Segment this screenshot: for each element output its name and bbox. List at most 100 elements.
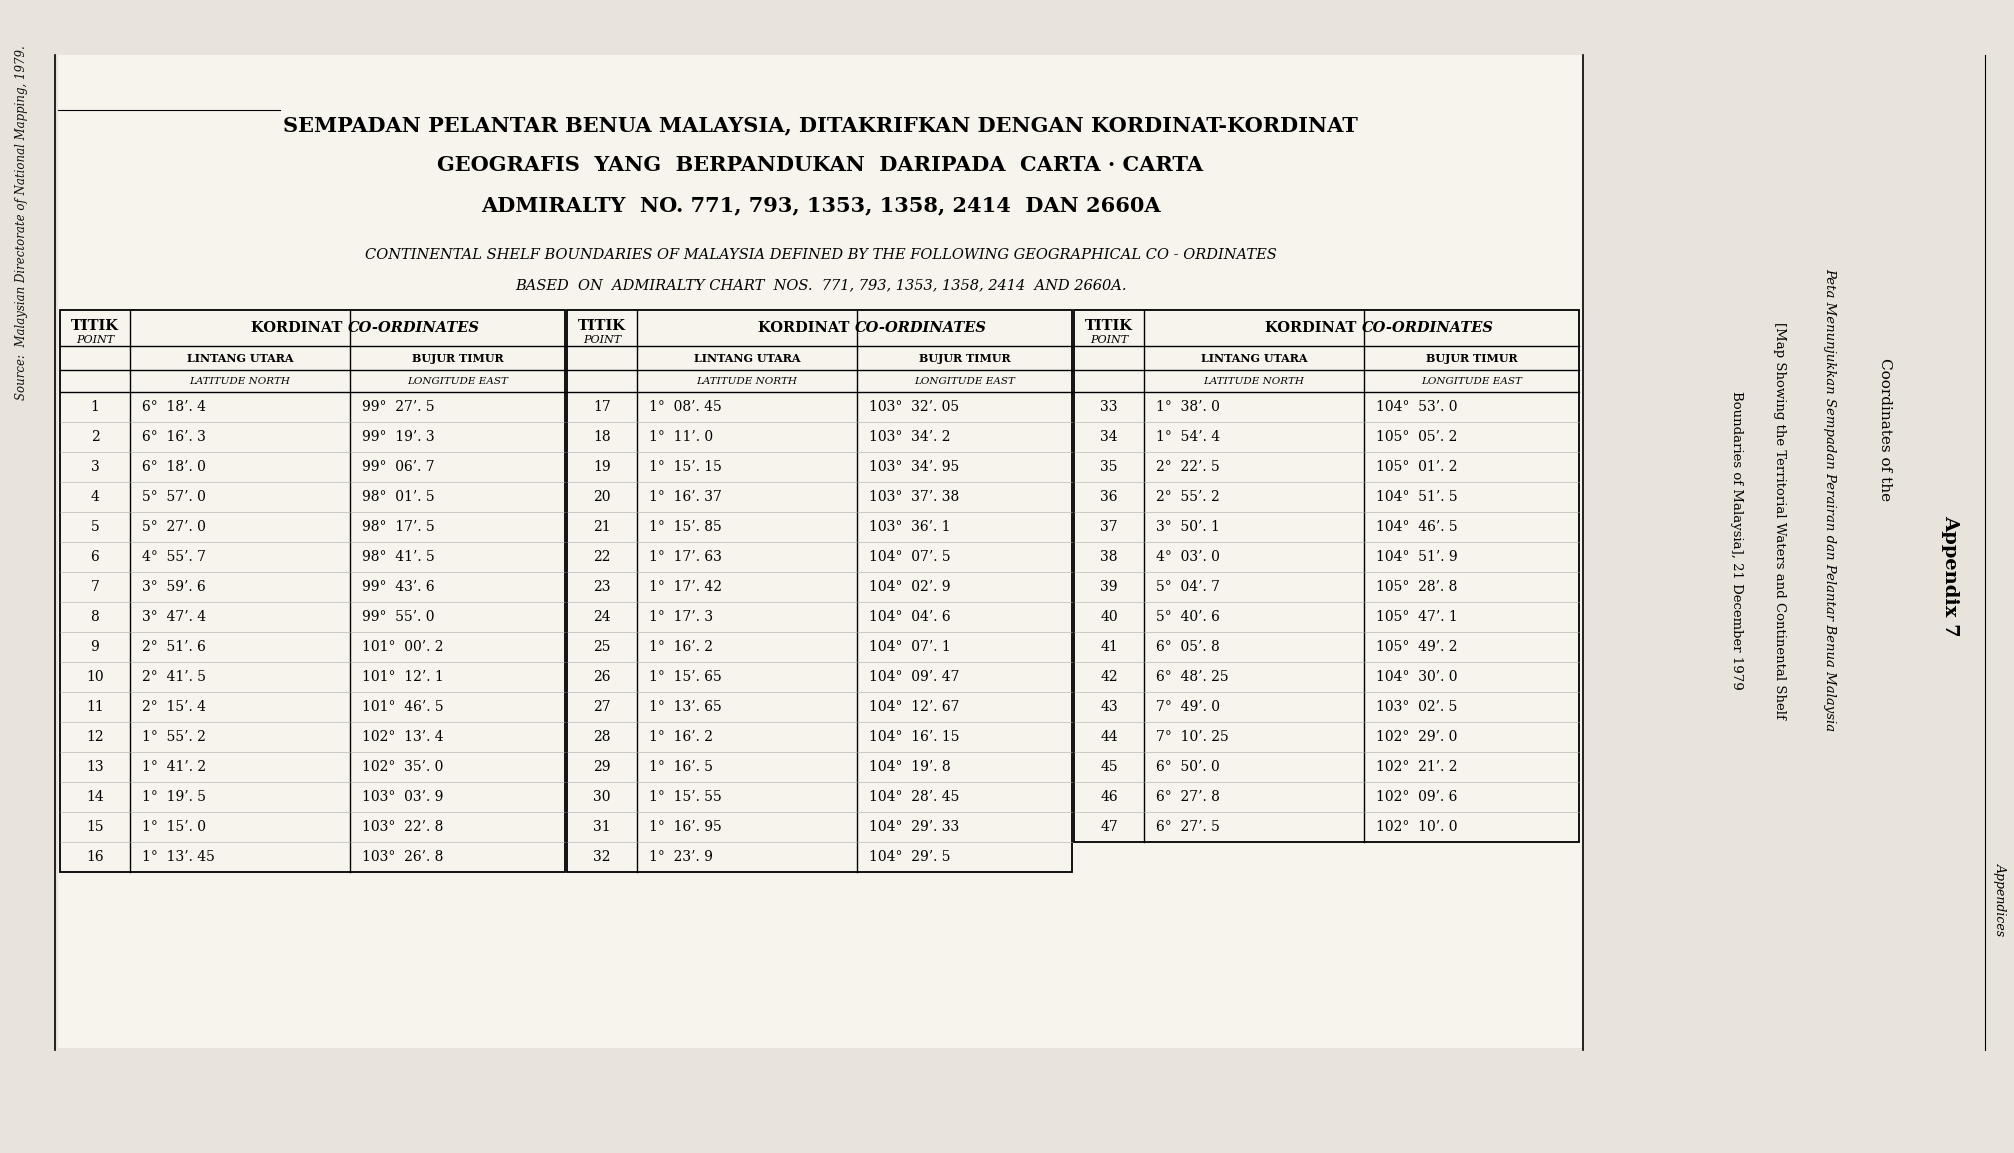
Text: 1°  16’. 95: 1° 16’. 95 bbox=[649, 820, 721, 834]
Text: KORDINAT: KORDINAT bbox=[252, 321, 346, 336]
Text: 5°  04’. 7: 5° 04’. 7 bbox=[1156, 580, 1218, 594]
Text: [Map Showing the Territorial Waters and Continental Shelf: [Map Showing the Territorial Waters and … bbox=[1772, 322, 1786, 718]
Text: 38: 38 bbox=[1100, 550, 1118, 564]
Text: 104°  09’. 47: 104° 09’. 47 bbox=[868, 670, 959, 684]
Text: 22: 22 bbox=[592, 550, 610, 564]
Text: 20: 20 bbox=[592, 490, 610, 504]
Text: 1°  11’. 0: 1° 11’. 0 bbox=[649, 430, 713, 444]
Text: 104°  07’. 1: 104° 07’. 1 bbox=[868, 640, 951, 654]
Text: 15: 15 bbox=[87, 820, 105, 834]
Bar bbox=[58, 55, 1583, 1048]
Text: 1°  15’. 85: 1° 15’. 85 bbox=[649, 520, 721, 534]
Text: BASED  ON  ADMIRALTY CHART  NOS.  771, 793, 1353, 1358, 2414  AND 2660A.: BASED ON ADMIRALTY CHART NOS. 771, 793, … bbox=[514, 278, 1126, 292]
Text: 3°  59’. 6: 3° 59’. 6 bbox=[141, 580, 205, 594]
Text: 13: 13 bbox=[87, 760, 105, 774]
Text: 7°  49’. 0: 7° 49’. 0 bbox=[1156, 700, 1218, 714]
Text: 4°  55’. 7: 4° 55’. 7 bbox=[141, 550, 205, 564]
Text: 23: 23 bbox=[592, 580, 610, 594]
Text: 104°  30’. 0: 104° 30’. 0 bbox=[1376, 670, 1456, 684]
Text: 104°  02’. 9: 104° 02’. 9 bbox=[868, 580, 951, 594]
Bar bbox=[1073, 310, 1579, 842]
Text: 104°  51’. 9: 104° 51’. 9 bbox=[1376, 550, 1456, 564]
Text: TITIK: TITIK bbox=[1084, 319, 1132, 333]
Text: 103°  26’. 8: 103° 26’. 8 bbox=[363, 850, 443, 864]
Text: TITIK: TITIK bbox=[70, 319, 119, 333]
Text: BUJUR TIMUR: BUJUR TIMUR bbox=[411, 353, 504, 363]
Text: 36: 36 bbox=[1100, 490, 1118, 504]
Text: SEMPADAN PELANTAR BENUA MALAYSIA, DITAKRIFKAN DENGAN KORDINAT-KORDINAT: SEMPADAN PELANTAR BENUA MALAYSIA, DITAKR… bbox=[282, 115, 1357, 135]
Text: 1°  54’. 4: 1° 54’. 4 bbox=[1156, 430, 1220, 444]
Text: 99°  27’. 5: 99° 27’. 5 bbox=[363, 400, 435, 414]
Text: Boundaries of Malaysia], 21 December 1979: Boundaries of Malaysia], 21 December 197… bbox=[1730, 391, 1742, 689]
Text: 39: 39 bbox=[1100, 580, 1118, 594]
Text: 19: 19 bbox=[592, 460, 610, 474]
Text: 102°  13’. 4: 102° 13’. 4 bbox=[363, 730, 443, 744]
Text: 6°  18’. 0: 6° 18’. 0 bbox=[141, 460, 205, 474]
Text: 1°  15’. 65: 1° 15’. 65 bbox=[649, 670, 721, 684]
Bar bbox=[60, 310, 564, 872]
Text: 12: 12 bbox=[87, 730, 105, 744]
Text: 40: 40 bbox=[1100, 610, 1118, 624]
Text: 31: 31 bbox=[592, 820, 610, 834]
Text: 6°  48’. 25: 6° 48’. 25 bbox=[1156, 670, 1229, 684]
Text: 3: 3 bbox=[91, 460, 99, 474]
Text: 104°  04’. 6: 104° 04’. 6 bbox=[868, 610, 951, 624]
Text: 98°  41’. 5: 98° 41’. 5 bbox=[363, 550, 435, 564]
Text: 1°  17’. 63: 1° 17’. 63 bbox=[649, 550, 721, 564]
Text: LATITUDE NORTH: LATITUDE NORTH bbox=[1202, 377, 1303, 385]
Text: KORDINAT: KORDINAT bbox=[757, 321, 854, 336]
Text: 1°  23’. 9: 1° 23’. 9 bbox=[649, 850, 713, 864]
Text: 105°  49’. 2: 105° 49’. 2 bbox=[1376, 640, 1456, 654]
Text: 2: 2 bbox=[91, 430, 99, 444]
Text: BUJUR TIMUR: BUJUR TIMUR bbox=[1426, 353, 1517, 363]
Text: 104°  29’. 33: 104° 29’. 33 bbox=[868, 820, 959, 834]
Text: LATITUDE NORTH: LATITUDE NORTH bbox=[697, 377, 798, 385]
Text: 6°  27’. 5: 6° 27’. 5 bbox=[1156, 820, 1218, 834]
Text: 98°  01’. 5: 98° 01’. 5 bbox=[363, 490, 435, 504]
Text: CONTINENTAL SHELF BOUNDARIES OF MALAYSIA DEFINED BY THE FOLLOWING GEOGRAPHICAL C: CONTINENTAL SHELF BOUNDARIES OF MALAYSIA… bbox=[365, 248, 1275, 262]
Text: 99°  19’. 3: 99° 19’. 3 bbox=[363, 430, 435, 444]
Text: 16: 16 bbox=[87, 850, 105, 864]
Text: 99°  06’. 7: 99° 06’. 7 bbox=[363, 460, 435, 474]
Text: 105°  01’. 2: 105° 01’. 2 bbox=[1376, 460, 1456, 474]
Text: 1°  15’. 55: 1° 15’. 55 bbox=[649, 790, 721, 804]
Text: CO-ORDINATES: CO-ORDINATES bbox=[854, 321, 987, 336]
Text: 9: 9 bbox=[91, 640, 99, 654]
Text: 102°  09’. 6: 102° 09’. 6 bbox=[1376, 790, 1456, 804]
Text: 35: 35 bbox=[1100, 460, 1118, 474]
Text: 1°  13’. 45: 1° 13’. 45 bbox=[141, 850, 215, 864]
Text: 5°  27’. 0: 5° 27’. 0 bbox=[141, 520, 205, 534]
Text: 1°  55’. 2: 1° 55’. 2 bbox=[141, 730, 205, 744]
Text: 102°  21’. 2: 102° 21’. 2 bbox=[1376, 760, 1456, 774]
Text: 6°  16’. 3: 6° 16’. 3 bbox=[141, 430, 205, 444]
Text: 4: 4 bbox=[91, 490, 99, 504]
Text: 103°  36’. 1: 103° 36’. 1 bbox=[868, 520, 951, 534]
Text: 1°  38’. 0: 1° 38’. 0 bbox=[1156, 400, 1218, 414]
Text: 1°  16’. 37: 1° 16’. 37 bbox=[649, 490, 721, 504]
Text: 29: 29 bbox=[592, 760, 610, 774]
Text: 5°  40’. 6: 5° 40’. 6 bbox=[1156, 610, 1218, 624]
Text: 104°  16’. 15: 104° 16’. 15 bbox=[868, 730, 959, 744]
Text: 17: 17 bbox=[592, 400, 610, 414]
Text: 4°  03’. 0: 4° 03’. 0 bbox=[1156, 550, 1218, 564]
Text: 24: 24 bbox=[592, 610, 610, 624]
Text: 21: 21 bbox=[592, 520, 610, 534]
Text: 5: 5 bbox=[91, 520, 99, 534]
Text: 30: 30 bbox=[592, 790, 610, 804]
Text: 25: 25 bbox=[592, 640, 610, 654]
Text: LATITUDE NORTH: LATITUDE NORTH bbox=[189, 377, 290, 385]
Text: 7: 7 bbox=[91, 580, 99, 594]
Text: KORDINAT: KORDINAT bbox=[1265, 321, 1361, 336]
Text: POINT: POINT bbox=[77, 336, 115, 345]
Text: 2°  41’. 5: 2° 41’. 5 bbox=[141, 670, 205, 684]
Text: 5°  57’. 0: 5° 57’. 0 bbox=[141, 490, 205, 504]
Text: Appendix 7: Appendix 7 bbox=[1939, 515, 1958, 636]
Text: ADMIRALTY  NO. 771, 793, 1353, 1358, 2414  DAN 2660A: ADMIRALTY NO. 771, 793, 1353, 1358, 2414… bbox=[481, 195, 1160, 214]
Text: TITIK: TITIK bbox=[578, 319, 626, 333]
Text: 101°  12’. 1: 101° 12’. 1 bbox=[363, 670, 443, 684]
Text: 2°  15’. 4: 2° 15’. 4 bbox=[141, 700, 205, 714]
Text: 105°  05’. 2: 105° 05’. 2 bbox=[1376, 430, 1456, 444]
Text: POINT: POINT bbox=[1090, 336, 1128, 345]
Text: LONGITUDE EAST: LONGITUDE EAST bbox=[914, 377, 1015, 385]
Text: 18: 18 bbox=[592, 430, 610, 444]
